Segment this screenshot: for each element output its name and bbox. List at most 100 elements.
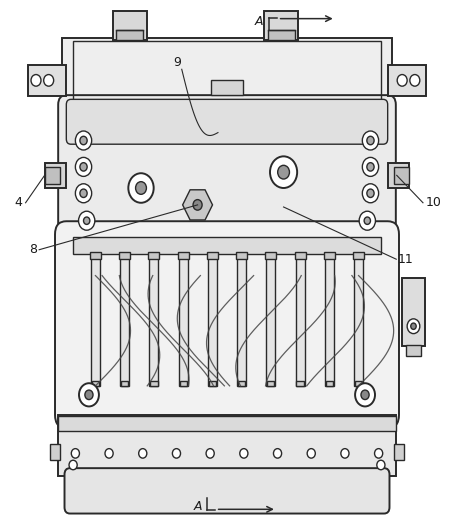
- Circle shape: [80, 136, 87, 145]
- Text: A: A: [193, 500, 202, 513]
- Circle shape: [75, 131, 92, 150]
- Bar: [296, 380, 304, 386]
- Circle shape: [80, 189, 87, 197]
- Bar: [73, 41, 381, 100]
- Circle shape: [79, 383, 99, 406]
- Bar: [44, 163, 66, 188]
- Circle shape: [410, 75, 420, 86]
- Bar: [295, 252, 306, 259]
- Circle shape: [355, 383, 375, 406]
- Circle shape: [362, 158, 379, 176]
- Bar: [266, 254, 276, 386]
- Bar: [58, 415, 396, 476]
- Bar: [208, 254, 217, 386]
- Circle shape: [136, 181, 147, 194]
- Circle shape: [80, 163, 87, 171]
- Bar: [324, 252, 335, 259]
- Circle shape: [341, 449, 349, 458]
- Text: 8: 8: [29, 243, 37, 256]
- Bar: [58, 416, 396, 431]
- Bar: [353, 252, 364, 259]
- Bar: [211, 80, 243, 95]
- Bar: [90, 252, 101, 259]
- Circle shape: [270, 157, 297, 188]
- Text: 10: 10: [425, 196, 441, 209]
- Circle shape: [71, 449, 79, 458]
- Circle shape: [362, 131, 379, 150]
- Bar: [355, 380, 362, 386]
- Circle shape: [85, 390, 93, 399]
- Circle shape: [361, 390, 369, 399]
- Bar: [296, 254, 305, 386]
- Bar: [266, 252, 276, 259]
- Circle shape: [84, 217, 90, 224]
- Bar: [150, 380, 158, 386]
- Bar: [116, 30, 143, 40]
- Bar: [402, 278, 425, 346]
- Bar: [113, 11, 147, 40]
- Bar: [62, 38, 392, 106]
- Bar: [267, 380, 275, 386]
- FancyBboxPatch shape: [58, 95, 396, 245]
- Circle shape: [278, 165, 290, 179]
- Circle shape: [273, 449, 281, 458]
- Bar: [237, 254, 246, 386]
- Circle shape: [128, 173, 153, 203]
- Bar: [264, 11, 298, 40]
- Circle shape: [367, 189, 374, 197]
- Bar: [325, 254, 334, 386]
- Bar: [236, 252, 247, 259]
- Bar: [406, 345, 421, 356]
- Circle shape: [364, 217, 370, 224]
- Circle shape: [367, 163, 374, 171]
- Bar: [28, 65, 66, 96]
- Bar: [178, 252, 188, 259]
- Bar: [207, 252, 218, 259]
- Circle shape: [206, 449, 214, 458]
- Bar: [388, 163, 410, 188]
- Bar: [395, 444, 404, 460]
- Circle shape: [375, 449, 383, 458]
- Bar: [121, 380, 128, 386]
- FancyBboxPatch shape: [64, 468, 390, 514]
- FancyBboxPatch shape: [66, 99, 388, 144]
- Circle shape: [307, 449, 316, 458]
- Bar: [92, 380, 99, 386]
- Circle shape: [79, 211, 95, 230]
- Text: 11: 11: [397, 253, 413, 266]
- Circle shape: [377, 460, 385, 470]
- Circle shape: [138, 449, 147, 458]
- Bar: [119, 252, 130, 259]
- Bar: [209, 380, 216, 386]
- Bar: [268, 30, 295, 40]
- Circle shape: [397, 75, 407, 86]
- Bar: [354, 254, 363, 386]
- Text: A: A: [254, 15, 263, 28]
- Bar: [50, 444, 59, 460]
- Circle shape: [44, 75, 54, 86]
- Bar: [178, 254, 188, 386]
- Bar: [238, 380, 245, 386]
- Circle shape: [367, 136, 374, 145]
- FancyBboxPatch shape: [55, 221, 399, 428]
- Circle shape: [75, 158, 92, 176]
- Text: 4: 4: [15, 196, 23, 209]
- Bar: [120, 254, 129, 386]
- Bar: [149, 254, 158, 386]
- Circle shape: [407, 319, 420, 334]
- Circle shape: [362, 184, 379, 203]
- Bar: [148, 252, 159, 259]
- Circle shape: [105, 449, 113, 458]
- Circle shape: [31, 75, 41, 86]
- Bar: [394, 167, 410, 184]
- Circle shape: [193, 199, 202, 210]
- Text: 9: 9: [173, 57, 181, 69]
- Bar: [388, 65, 426, 96]
- Bar: [73, 237, 381, 254]
- Bar: [326, 380, 333, 386]
- Bar: [44, 167, 60, 184]
- Circle shape: [359, 211, 375, 230]
- Circle shape: [173, 449, 181, 458]
- Bar: [179, 380, 187, 386]
- Circle shape: [69, 460, 77, 470]
